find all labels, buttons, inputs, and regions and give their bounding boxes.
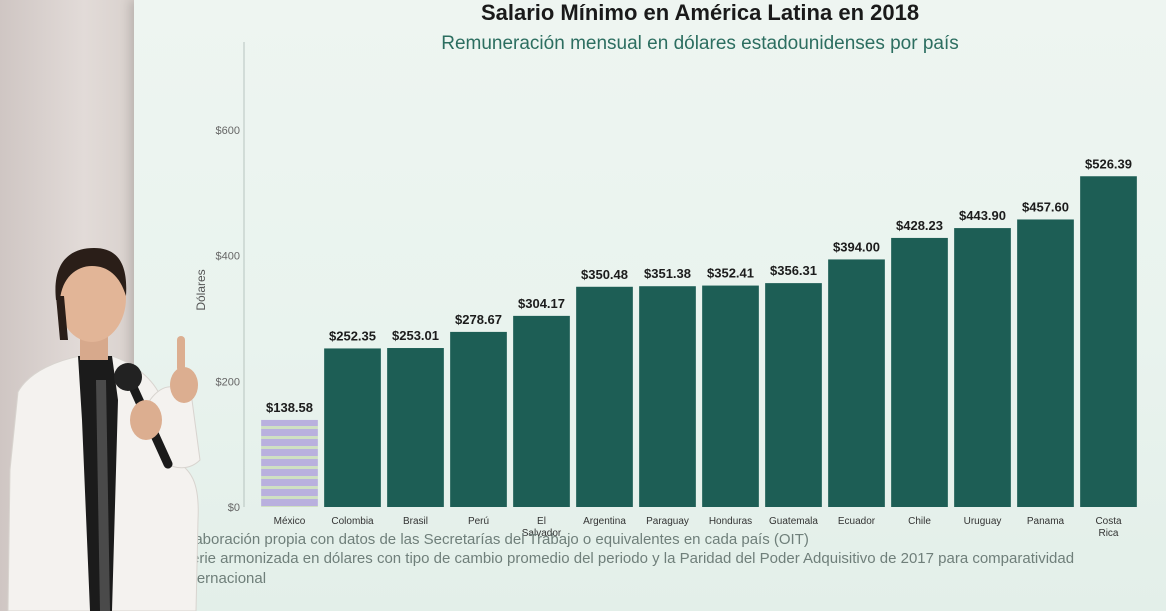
presenter-figure [7, 248, 201, 611]
bar-colombia [324, 348, 381, 507]
bar-paraguay [639, 286, 696, 507]
category-label: Brasil [403, 516, 428, 527]
value-label: $457.60 [1022, 199, 1069, 214]
value-label: $356.31 [770, 263, 817, 278]
source-note-line-3: internacional [181, 570, 267, 587]
category-label: Colombia [331, 516, 374, 527]
category-label: Panama [1027, 516, 1065, 527]
chart-bars [261, 176, 1137, 508]
y-tick-label: $0 [228, 502, 240, 514]
y-axis-title: Dólares [194, 269, 208, 310]
category-label: Costa [1095, 516, 1122, 527]
bar-panama [1017, 219, 1074, 507]
value-label: $253.01 [392, 328, 439, 343]
category-label: El [537, 516, 546, 527]
source-note-line-2: Serie armonizada en dólares con tipo de … [181, 550, 1075, 567]
value-label: $304.17 [518, 296, 565, 311]
y-tick-label: $600 [216, 125, 240, 137]
chart-labels: $138.58 México $252.35 Colombia $253.01 Brasi… [266, 156, 1132, 539]
value-label: $278.67 [455, 312, 502, 327]
bar-brasil [387, 348, 444, 507]
y-tick-label: $200 [216, 376, 240, 388]
category-label: México [274, 516, 306, 527]
value-label: $252.35 [329, 328, 376, 343]
category-label: Honduras [709, 516, 752, 527]
bar-argentina [576, 286, 633, 507]
category-label: Rica [1098, 528, 1118, 539]
value-label: $394.00 [833, 239, 880, 254]
bar-costa-rica [1080, 176, 1137, 507]
value-label: $138.58 [266, 400, 313, 415]
bar-guatemala [765, 283, 822, 507]
chart-subtitle: Remuneración mensual en dólares estadoun… [441, 33, 959, 54]
chart-axes: $0 $200 $400 $600 Dólares [194, 42, 245, 514]
category-label: Guatemala [769, 516, 818, 527]
bar-chile [891, 237, 948, 507]
bar-uruguay [954, 228, 1011, 508]
bar-perú [450, 331, 507, 507]
source-note-line-1: Elaboración propia con datos de las Secr… [181, 531, 809, 548]
category-label: Chile [908, 516, 931, 527]
value-label: $352.41 [707, 266, 754, 281]
bar-honduras [702, 285, 759, 507]
category-label: Salvador [522, 528, 562, 539]
value-label: $351.38 [644, 266, 691, 281]
bar-méxico [261, 419, 318, 507]
chart-title: Salario Mínimo en América Latina en 2018 [480, 0, 920, 25]
value-label: $443.90 [959, 208, 1006, 223]
category-label: Uruguay [964, 516, 1002, 527]
category-label: Perú [468, 516, 489, 527]
bar-ecuador [828, 259, 885, 507]
bar-el-salvador [513, 315, 570, 507]
value-label: $428.23 [896, 218, 943, 233]
y-tick-label: $400 [216, 251, 240, 263]
category-label: Argentina [583, 516, 626, 527]
value-label: $526.39 [1085, 156, 1132, 171]
value-label: $350.48 [581, 267, 628, 282]
category-label: Paraguay [646, 516, 689, 527]
category-label: Ecuador [838, 516, 876, 527]
